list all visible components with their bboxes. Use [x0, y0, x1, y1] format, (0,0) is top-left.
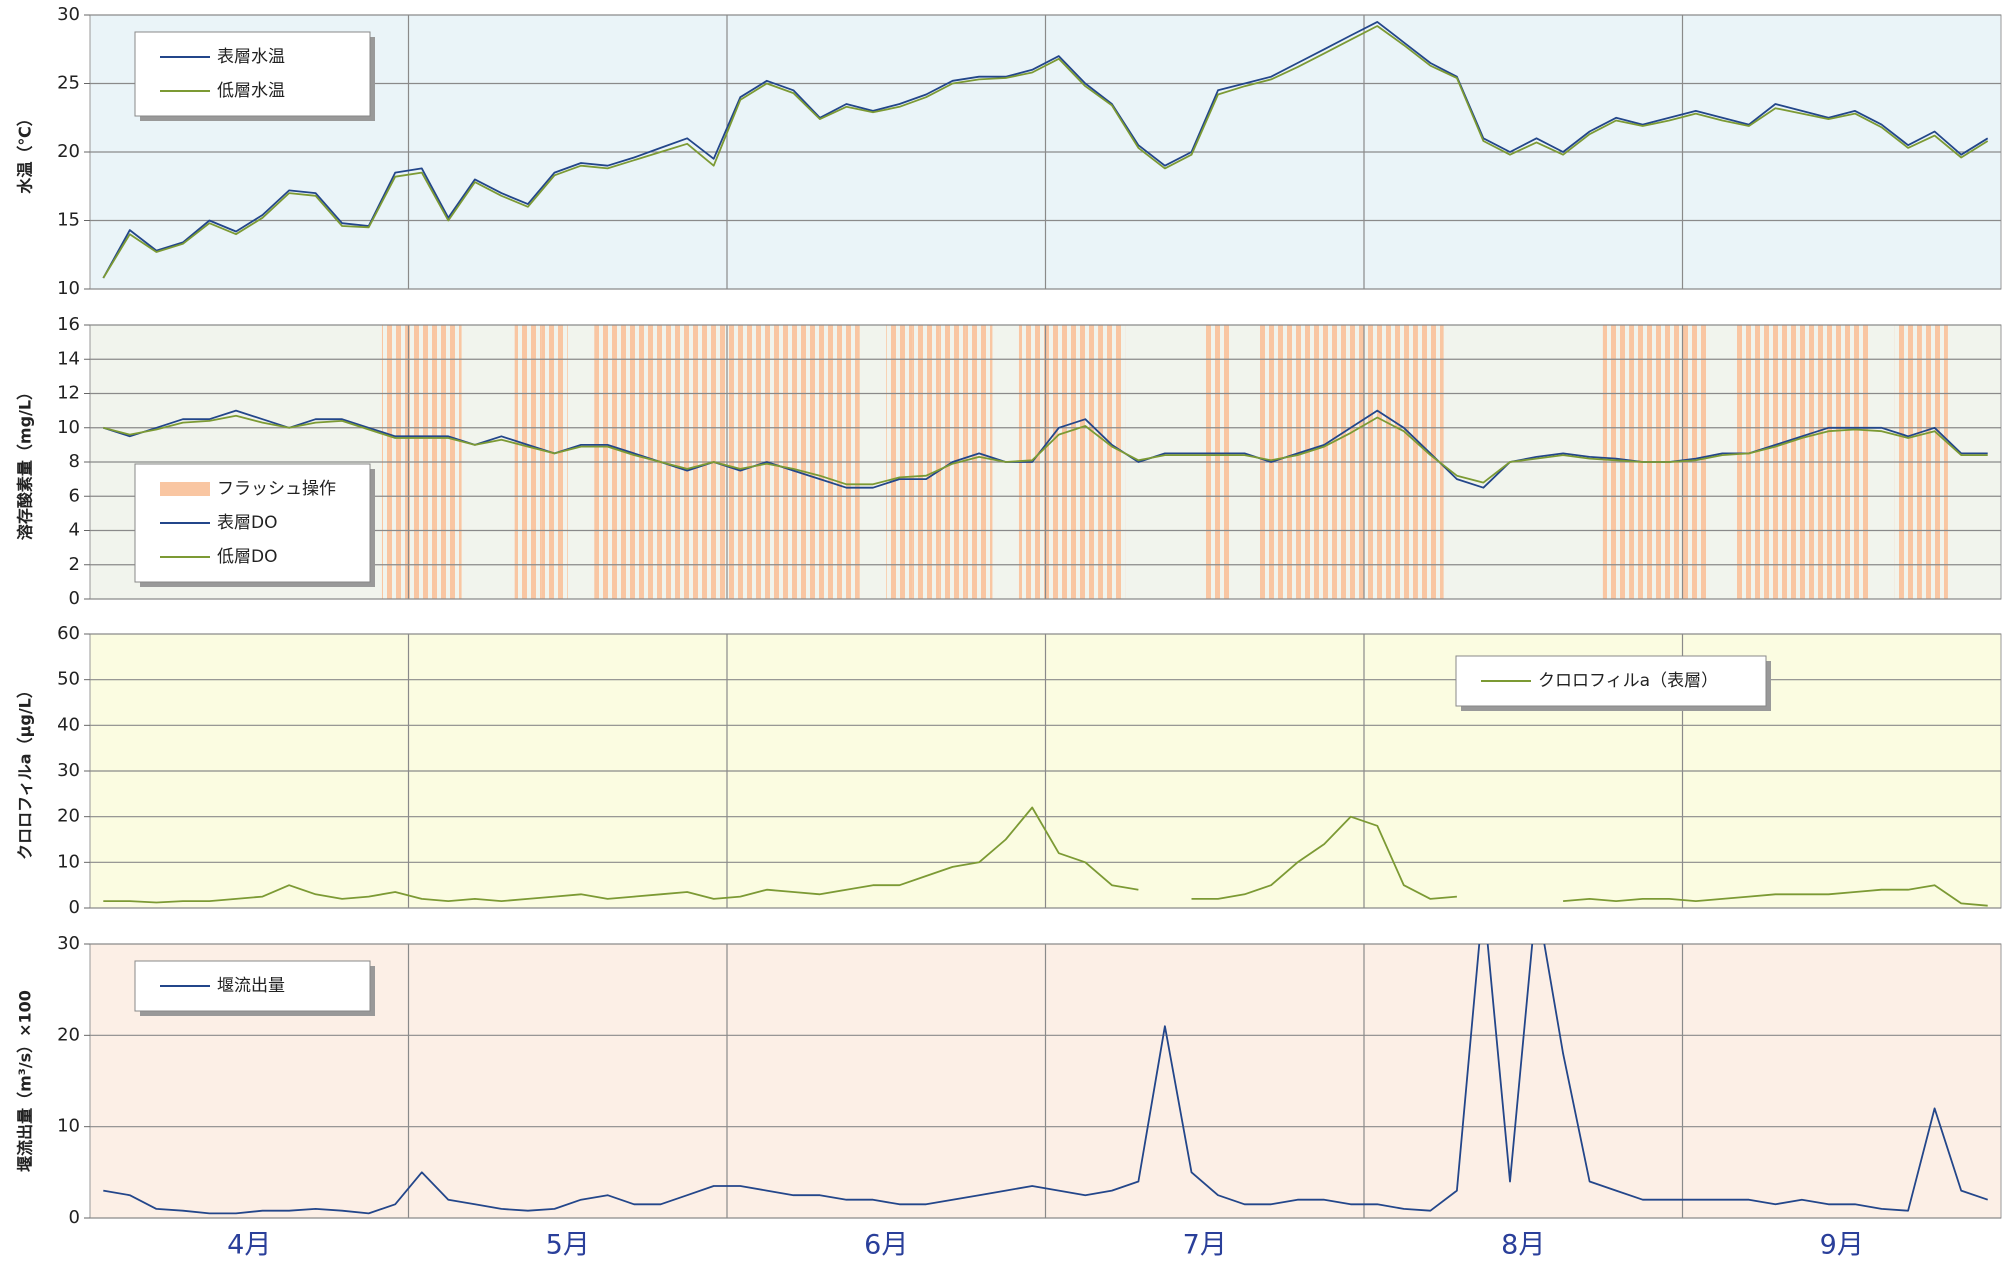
y-tick-label: 20 [57, 806, 80, 827]
legend-swatch [160, 482, 210, 496]
legend-label: フラッシュ操作 [217, 479, 336, 499]
y-tick-label: 12 [57, 383, 80, 404]
legend-label: 低層DO [217, 547, 277, 567]
x-tick-label: 9月 [1820, 1230, 1864, 1261]
y-axis-label: 堰流出量（m³/s）×100 [16, 990, 35, 1172]
y-tick-label: 8 [69, 451, 80, 472]
y-tick-label: 4 [69, 520, 80, 541]
y-tick-label: 2 [69, 554, 80, 575]
y-axis-label: 溶存酸素量（mg/L） [16, 384, 35, 540]
y-tick-label: 10 [57, 278, 80, 299]
y-tick-label: 25 [57, 73, 80, 94]
x-tick-label: 4月 [227, 1230, 271, 1261]
y-tick-label: 10 [57, 1116, 80, 1137]
y-tick-label: 20 [57, 141, 80, 162]
y-tick-label: 0 [69, 897, 80, 918]
legend [134, 31, 371, 117]
y-tick-label: 30 [57, 760, 80, 781]
y-tick-label: 16 [57, 314, 80, 335]
panel: 0 10 20 30 堰流出量（m³/s）×100 堰流出量 [16, 933, 2002, 1228]
y-tick-label: 30 [57, 933, 80, 954]
x-tick-label: 8月 [1501, 1230, 1545, 1261]
data-line [103, 944, 1988, 1215]
legend-label: 表層DO [217, 513, 277, 533]
legend-label: 低層水温 [217, 81, 285, 101]
panel: 0 10 20 30 40 50 60 クロロフィルa（μg/L） クロロフィルa（表層） [16, 623, 2002, 918]
y-tick-label: 20 [57, 1024, 80, 1045]
y-tick-label: 15 [57, 210, 80, 231]
x-tick-label: 5月 [546, 1230, 590, 1261]
legend-label: 表層水温 [217, 47, 285, 67]
data-line [102, 25, 1989, 279]
y-tick-label: 60 [57, 623, 80, 644]
y-tick-label: 0 [69, 1207, 80, 1228]
y-tick-label: 6 [69, 485, 80, 506]
y-tick-label: 0 [69, 588, 80, 609]
y-tick-label: 10 [57, 417, 80, 438]
y-axis-label: 水温（℃） [16, 110, 35, 193]
legend-label: 堰流出量 [217, 976, 285, 996]
x-tick-label: 6月 [864, 1230, 908, 1261]
y-tick-label: 10 [57, 851, 80, 872]
data-line [102, 21, 1989, 279]
x-tick-label: 7月 [1183, 1230, 1227, 1261]
y-axis-label: クロロフィルa（μg/L） [16, 682, 35, 860]
data-line [103, 806, 1988, 907]
y-tick-label: 50 [57, 669, 80, 690]
y-tick-label: 40 [57, 714, 80, 735]
data-line [103, 414, 1988, 486]
y-tick-label: 30 [57, 4, 80, 25]
y-tick-label: 14 [57, 348, 80, 369]
legend-label: クロロフィルa（表層） [1538, 671, 1718, 691]
